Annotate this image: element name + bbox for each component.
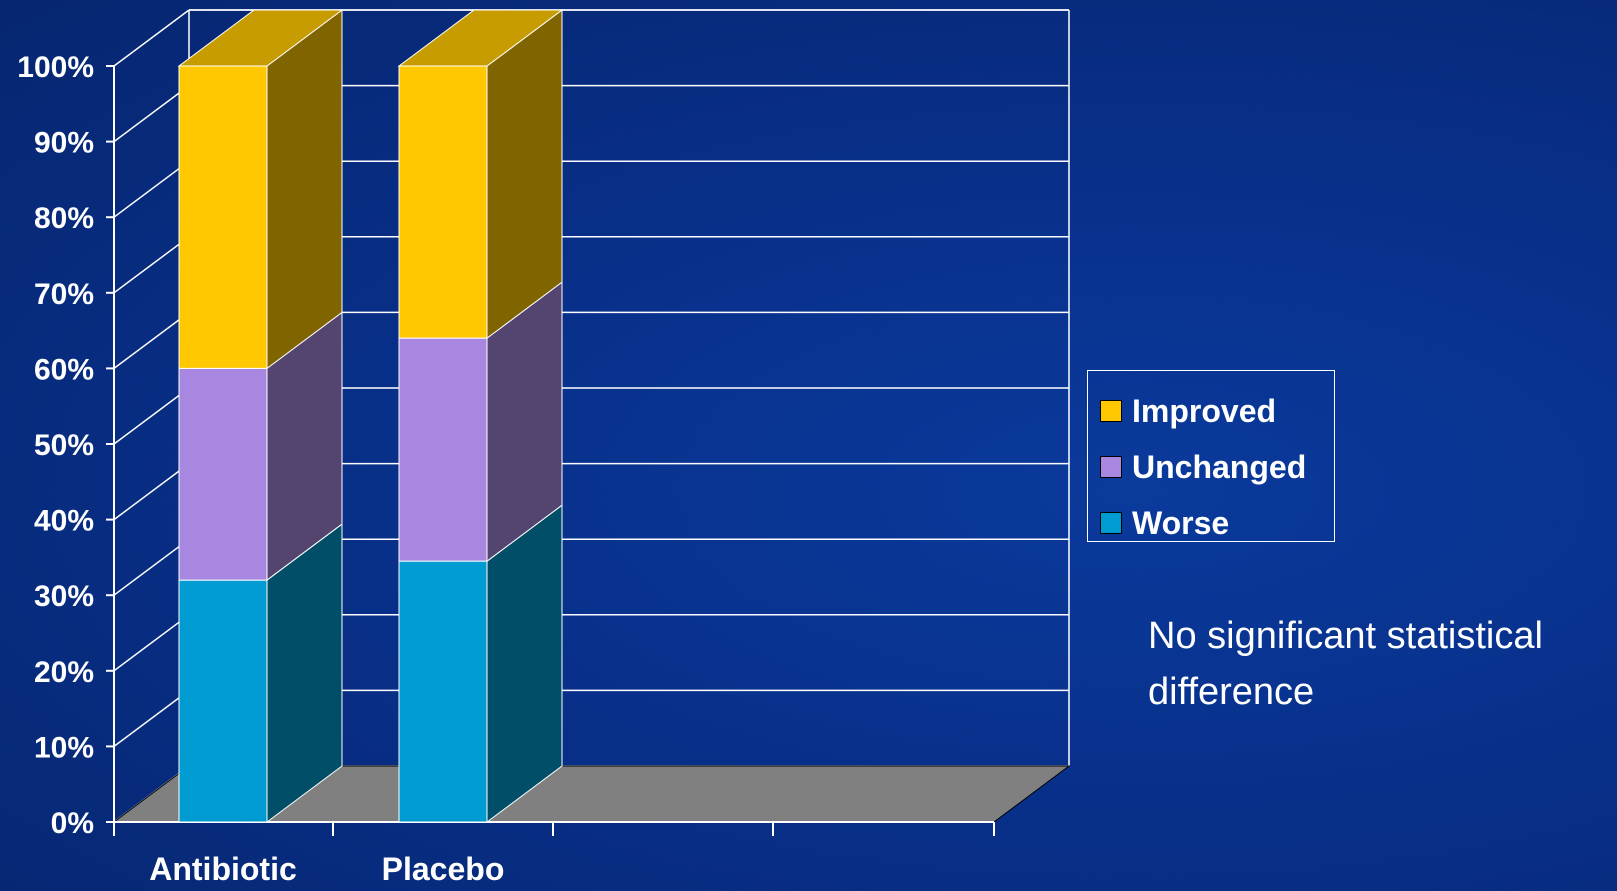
chart-legend: Improved Unchanged Worse: [1087, 370, 1335, 542]
legend-swatch-unchanged: [1100, 456, 1122, 478]
y-tick-label: 100%: [17, 51, 94, 84]
gridline-side: [113, 9, 190, 67]
y-tick-label: 70%: [34, 278, 94, 311]
gridline-side: [113, 236, 190, 294]
gridline-side: [113, 387, 190, 445]
legend-item-improved: Improved: [1100, 383, 1322, 439]
gridline-side: [113, 84, 190, 143]
bar-top-placebo: [397, 9, 564, 67]
y-tick-label: 30%: [34, 580, 94, 613]
gridline-side: [113, 311, 190, 370]
legend-label-improved: Improved: [1132, 392, 1277, 429]
bar-placebo-improved: [398, 65, 488, 339]
significance-note: No significant statistical difference: [1148, 615, 1543, 713]
y-tick-label: 10%: [34, 731, 94, 764]
gridline-side: [113, 462, 190, 521]
y-tick-label: 80%: [34, 202, 94, 235]
gridline-side: [113, 160, 190, 218]
bar-side-placebo-improved: [486, 9, 563, 340]
y-tick-label: 90%: [34, 127, 94, 160]
gridline-side: [113, 614, 190, 672]
bar-side-antibiotic-improved: [266, 9, 343, 370]
y-tick-label: 20%: [34, 656, 94, 689]
bar-placebo-worse: [398, 560, 488, 823]
category-labels: Antibiotic Placebo: [149, 851, 504, 887]
bars-group: [177, 9, 564, 823]
y-tick-label: 40%: [34, 505, 94, 538]
category-label-antibiotic: Antibiotic: [149, 851, 297, 887]
gridline-side: [113, 689, 190, 748]
legend-swatch-improved: [1100, 400, 1122, 422]
bar-antibiotic-improved: [178, 65, 268, 369]
legend-item-unchanged: Unchanged: [1100, 439, 1322, 495]
y-tick-label: 60%: [34, 353, 94, 386]
bar-antibiotic-worse: [178, 579, 268, 823]
legend-label-unchanged: Unchanged: [1132, 448, 1307, 485]
bar-placebo-unchanged: [398, 337, 488, 562]
category-label-placebo: Placebo: [382, 851, 505, 887]
legend-swatch-worse: [1100, 512, 1122, 534]
y-tick-label: 50%: [34, 429, 94, 462]
legend-label-worse: Worse: [1132, 504, 1230, 541]
legend-item-worse: Worse: [1100, 495, 1322, 551]
bar-antibiotic-unchanged: [178, 367, 268, 581]
gridline-side: [113, 538, 190, 596]
bar-top-antibiotic: [177, 9, 344, 67]
y-tick-label: 0%: [51, 807, 94, 840]
